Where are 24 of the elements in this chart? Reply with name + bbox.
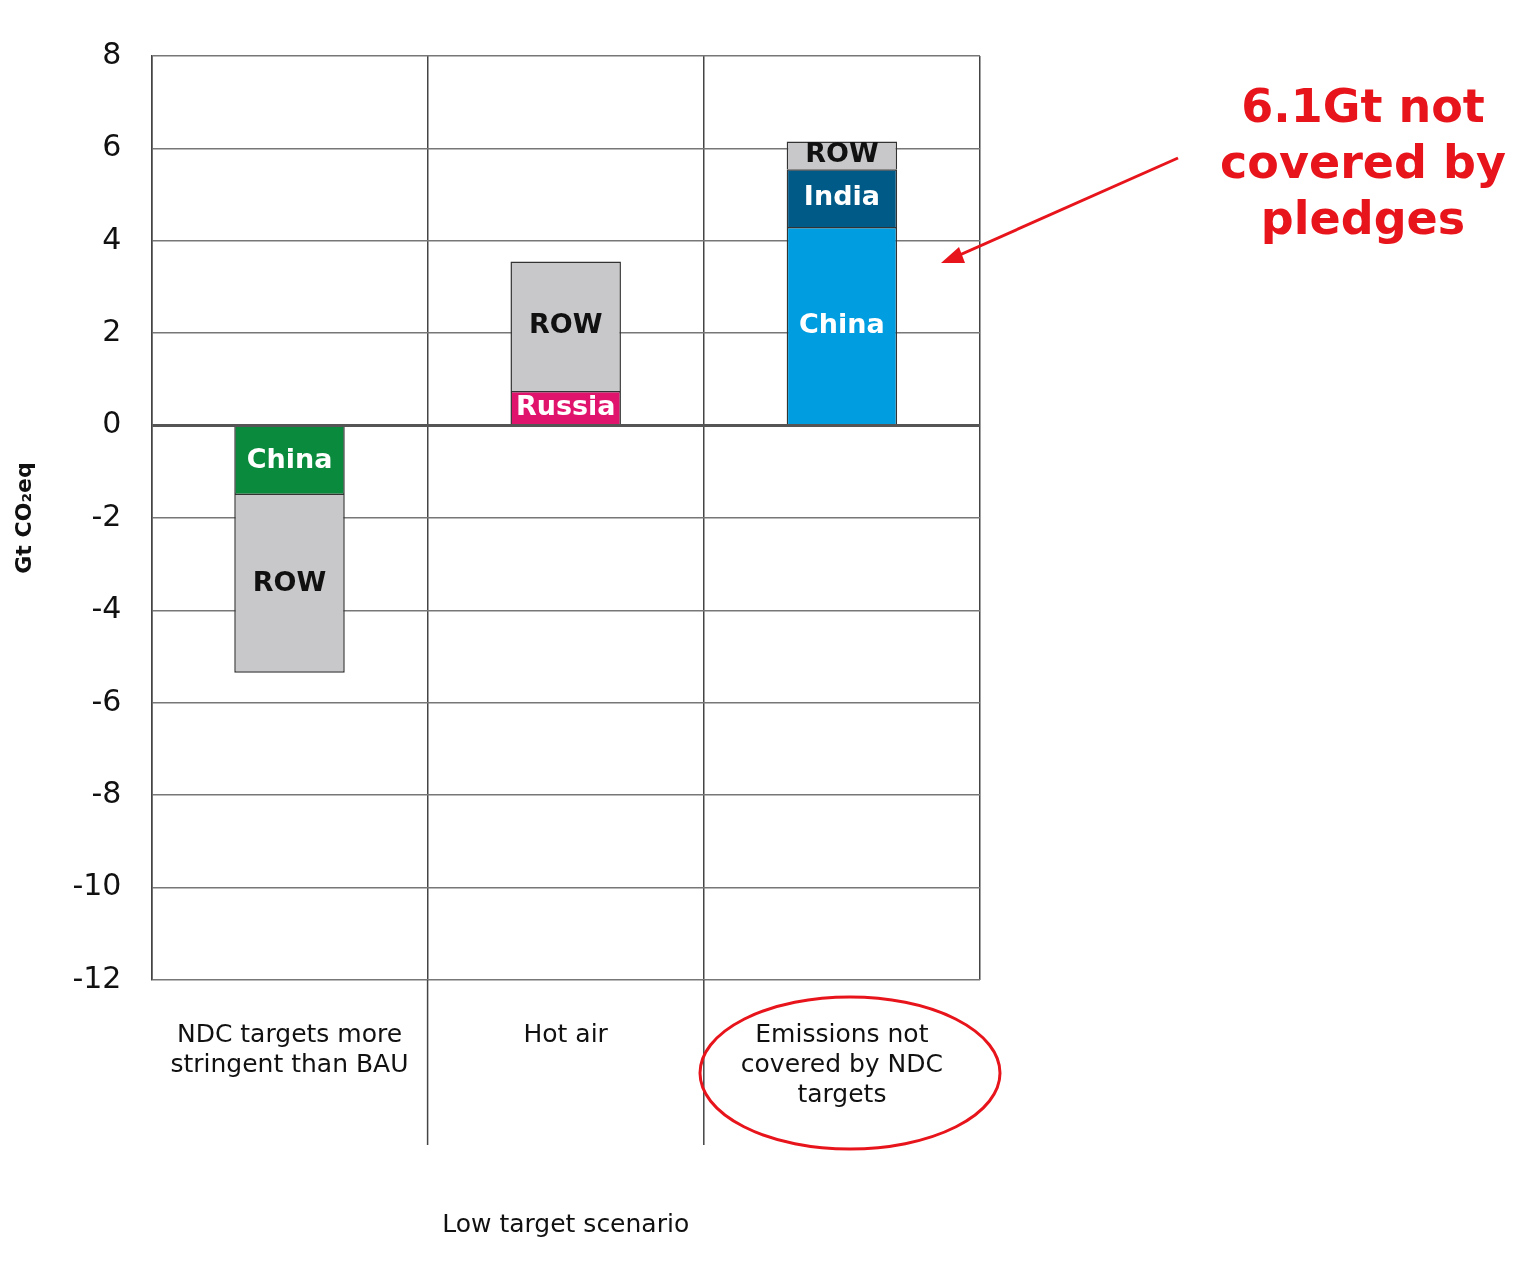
- y-tick-label: -2: [91, 497, 122, 533]
- y-tick-label: 0: [102, 405, 122, 441]
- y-tick-label: 2: [102, 313, 122, 348]
- x-axis-title: Low target scenario: [442, 1208, 690, 1238]
- series-label: ROW: [805, 137, 879, 169]
- series-label: Russia: [515, 389, 616, 421]
- y-tick-label: -12: [72, 959, 122, 995]
- text: China: [799, 307, 885, 339]
- text: ROW: [528, 308, 603, 340]
- y-tick-label: -4: [91, 590, 122, 626]
- y-tick-label: -8: [91, 775, 122, 810]
- text: 6.1Gt not covered by pledges: [1219, 78, 1507, 246]
- y-axis-title: Gt CO₂eq: [10, 462, 36, 574]
- y-tick-label: -6: [91, 682, 122, 718]
- series-label: India: [803, 180, 880, 212]
- x-tick-label: NDC targets more stringent than BAU: [170, 1018, 409, 1078]
- text: ROW: [252, 565, 327, 597]
- x-tick-label: Emissions not covered by NDC targets: [740, 1018, 943, 1108]
- y-tick-label: 4: [102, 220, 122, 256]
- series-label: China: [246, 443, 333, 475]
- y-tick-label: 8: [102, 35, 122, 71]
- y-tick-label: 6: [102, 128, 122, 164]
- y-tick-label: -10: [72, 867, 122, 903]
- x-tick-label: Hot air: [523, 1018, 609, 1048]
